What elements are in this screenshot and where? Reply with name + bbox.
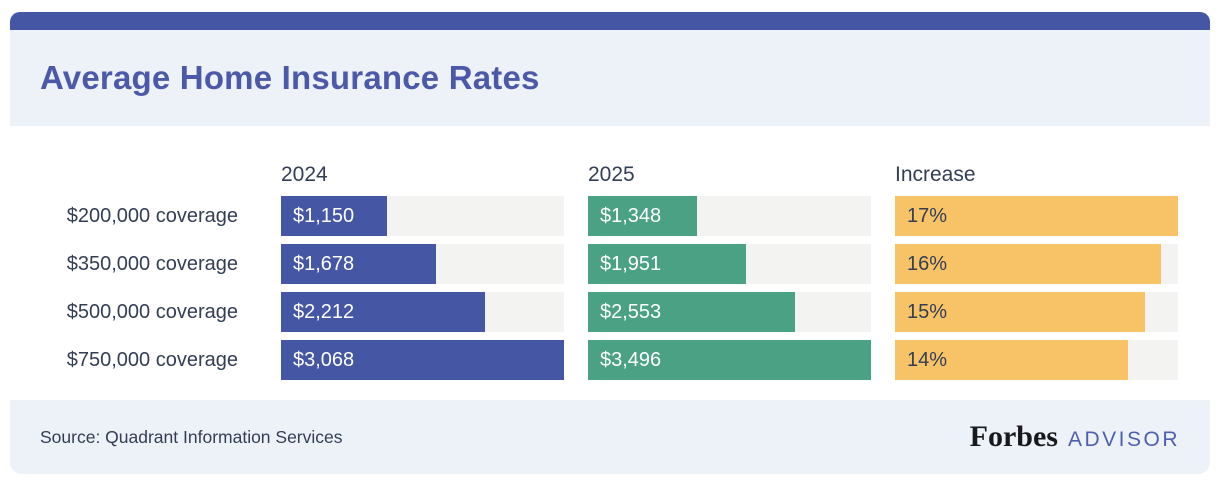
- bar-fill: 16%: [895, 244, 1162, 284]
- bar-value: $1,678: [293, 252, 355, 275]
- bar-value: $1,150: [293, 204, 355, 227]
- bar-track: 14%: [895, 340, 1178, 380]
- bar-fill: $1,678: [281, 244, 436, 284]
- bar-track: $1,150: [281, 196, 564, 236]
- bar-track: $3,496: [588, 340, 871, 380]
- header: Average Home Insurance Rates: [10, 30, 1210, 126]
- bar-value: $1,951: [600, 252, 662, 275]
- row-label: $350,000 coverage: [66, 253, 238, 275]
- top-accent-bar: [10, 12, 1210, 30]
- column-header-2024: 2024: [281, 163, 328, 186]
- bar-fill: $1,348: [588, 196, 698, 236]
- column-header-increase: Increase: [895, 163, 976, 186]
- forbes-wordmark: Forbes: [969, 420, 1058, 453]
- bar-track: 16%: [895, 244, 1178, 284]
- row-label: $750,000 coverage: [66, 349, 238, 371]
- bar-fill: 17%: [895, 196, 1178, 236]
- rates-chart: 2024 2025 Increase $200,000 coverage $1,150 $…: [10, 126, 1210, 380]
- page-title: Average Home Insurance Rates: [40, 59, 540, 96]
- bar-track: $1,951: [588, 244, 871, 284]
- bar-value: $3,068: [293, 348, 355, 371]
- bar-value: $3,496: [600, 348, 662, 371]
- chart-corner-spacer: [10, 162, 257, 188]
- bar-value: $2,212: [293, 300, 355, 323]
- bar-value: $1,348: [600, 204, 662, 227]
- footer: Source: Quadrant Information Services Fo…: [10, 400, 1210, 474]
- advisor-wordmark: ADVISOR: [1067, 428, 1180, 451]
- bar-track: $1,348: [588, 196, 871, 236]
- bar-fill: 14%: [895, 340, 1129, 380]
- bar-track: 15%: [895, 292, 1178, 332]
- bar-value: 14%: [907, 348, 948, 371]
- bar-value: 15%: [907, 300, 948, 323]
- row-label: $200,000 coverage: [66, 205, 238, 227]
- bar-fill: $3,068: [281, 340, 564, 380]
- bar-fill: $2,212: [281, 292, 486, 332]
- bar-fill: 15%: [895, 292, 1145, 332]
- bar-fill: $1,951: [588, 244, 746, 284]
- bar-track: $3,068: [281, 340, 564, 380]
- bar-track: $2,212: [281, 292, 564, 332]
- bar-value: 16%: [907, 252, 948, 275]
- bar-fill: $2,553: [588, 292, 795, 332]
- row-label: $500,000 coverage: [66, 301, 238, 323]
- forbes-advisor-logo: Forbes ADVISOR: [970, 420, 1180, 454]
- source-text: Source: Quadrant Information Services: [40, 426, 343, 447]
- bar-value: 17%: [907, 204, 948, 227]
- infographic-card: Average Home Insurance Rates 2024 2025 Inc…: [10, 12, 1210, 474]
- bar-fill: $1,150: [281, 196, 388, 236]
- bar-track: $2,553: [588, 292, 871, 332]
- bar-track: $1,678: [281, 244, 564, 284]
- column-header-2025: 2025: [588, 163, 635, 186]
- bar-fill: $3,496: [588, 340, 871, 380]
- bar-track: 17%: [895, 196, 1178, 236]
- bar-value: $2,553: [600, 300, 662, 323]
